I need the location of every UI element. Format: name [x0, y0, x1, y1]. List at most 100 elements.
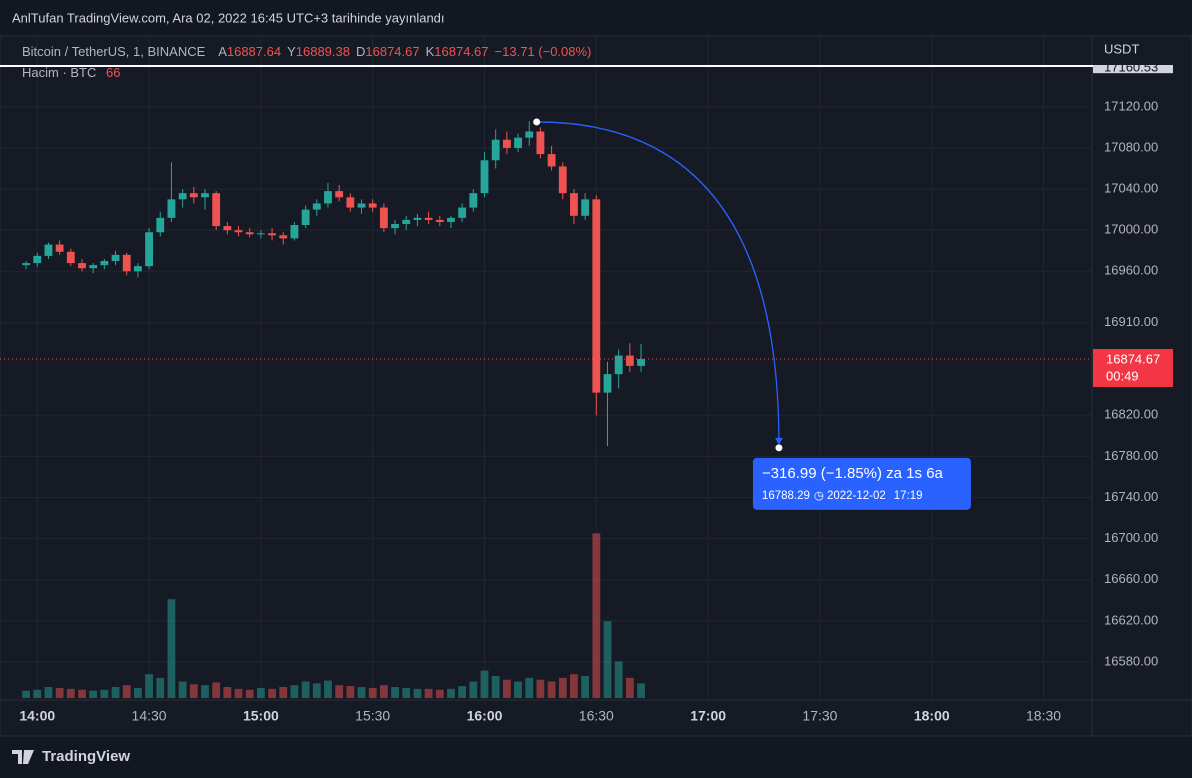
legend-line: Bitcoin / TetherUS, 1, BINANCE A16887.64… [22, 44, 591, 59]
plot [0, 36, 1092, 700]
volume-bar [570, 674, 578, 698]
last-price-box [1093, 349, 1173, 388]
candle-body [335, 191, 344, 198]
candle-body [167, 199, 176, 218]
y-tick-label: 16580.00 [1104, 653, 1158, 668]
candle-body [558, 166, 567, 194]
volume-bar [324, 680, 332, 698]
x-tick-label: 18:00 [914, 708, 950, 724]
candle-body [402, 219, 411, 225]
volume-bar [223, 687, 232, 698]
candle-body [201, 193, 209, 198]
volume-bar [66, 688, 75, 698]
x-tick-label: 17:30 [802, 708, 837, 724]
last-price-label: 16874.67 [1106, 351, 1160, 366]
candle-body [469, 193, 478, 208]
volume-bar [156, 677, 165, 698]
volume-bar [536, 679, 545, 698]
end-point [775, 444, 783, 452]
volume-bar [111, 687, 120, 698]
annotation-date: 2022-12-02 [827, 490, 886, 502]
volume-bar [391, 687, 399, 698]
volume-bar [525, 677, 534, 698]
y-tick-label: 16740.00 [1104, 489, 1158, 504]
candle-body [603, 374, 612, 393]
candle-body [368, 203, 377, 208]
x-tick-label: 14:00 [19, 708, 55, 724]
volume-value: 66 [106, 65, 120, 80]
volume-legend: Hacim · BTC 66 [22, 65, 120, 80]
volume-bar [55, 687, 64, 698]
volume-bar [201, 685, 209, 698]
volume-bar [469, 681, 478, 698]
volume-bar [178, 681, 187, 698]
volume-bar [357, 687, 366, 698]
annotation-label: −316.99 (−1.85%) za 1s 6a [762, 465, 944, 482]
candle-body [234, 230, 243, 233]
candle-body [256, 233, 265, 235]
volume-label: Hacim · BTC [22, 65, 96, 80]
ohlc-label: D [356, 44, 365, 59]
volume-bar [122, 685, 131, 698]
candle-body [145, 232, 153, 267]
candle-body [268, 233, 276, 236]
volume-bar [44, 687, 53, 698]
y-tick-label: 16910.00 [1104, 314, 1158, 329]
candle-body [391, 224, 399, 229]
candle-body [212, 193, 221, 227]
volume-bar [614, 661, 623, 698]
candle-body [424, 217, 433, 220]
volume-bar [22, 690, 31, 698]
volume-bar [558, 677, 567, 698]
volume-bar [514, 681, 522, 698]
y-tick-label: 16780.00 [1104, 448, 1158, 463]
volume-bar [279, 687, 288, 698]
ohlc-label: A [218, 44, 227, 59]
ohlc-value: 16887.64 [227, 44, 281, 59]
volume-bar [480, 670, 489, 698]
volume-bar [447, 688, 455, 698]
volume-bar [89, 690, 98, 698]
candle-body [100, 261, 109, 266]
y-tick-label: 17000.00 [1104, 222, 1158, 237]
candle-body [178, 193, 187, 200]
candle-body [525, 131, 534, 138]
cover [1093, 56, 1191, 65]
start-point [533, 118, 541, 126]
candle-body [491, 139, 500, 161]
volume-bar [637, 683, 645, 698]
candle-body [514, 137, 522, 148]
volume-bar [581, 676, 590, 698]
y-tick-label: 16660.00 [1104, 571, 1158, 586]
annotation-price: 16788.29 [762, 490, 810, 502]
candle-body [189, 193, 198, 198]
y-tick-label: 17080.00 [1104, 139, 1158, 154]
volume-bar [256, 687, 265, 698]
currency: USDT [1104, 41, 1139, 56]
annotation-clock: ◷ [814, 490, 824, 502]
candle-body [301, 209, 310, 226]
ohlc-value: 16889.38 [296, 44, 350, 59]
candle-body [379, 207, 388, 229]
logo-icon [12, 750, 34, 764]
candle-body [458, 207, 467, 218]
volume-bar [502, 679, 511, 698]
y-tick-label: 16700.00 [1104, 530, 1158, 545]
countdown: 00:49 [1106, 368, 1139, 383]
candle-body [290, 225, 299, 239]
candle-body [502, 139, 511, 148]
candle-body [78, 263, 86, 269]
x-tick-label: 15:00 [243, 708, 279, 724]
projection-arc [536, 121, 780, 444]
y-tick-label: 16960.00 [1104, 263, 1158, 278]
candle-body [279, 235, 288, 239]
candle-body [312, 203, 321, 210]
candle-body [357, 203, 366, 208]
volume-bar [402, 687, 411, 698]
volume-bar [592, 533, 601, 698]
y-tick-label: 17120.00 [1104, 98, 1158, 113]
volume-bar [625, 677, 634, 698]
candle-body [245, 232, 254, 235]
volume-bar [268, 688, 276, 698]
candle-body [346, 197, 355, 208]
